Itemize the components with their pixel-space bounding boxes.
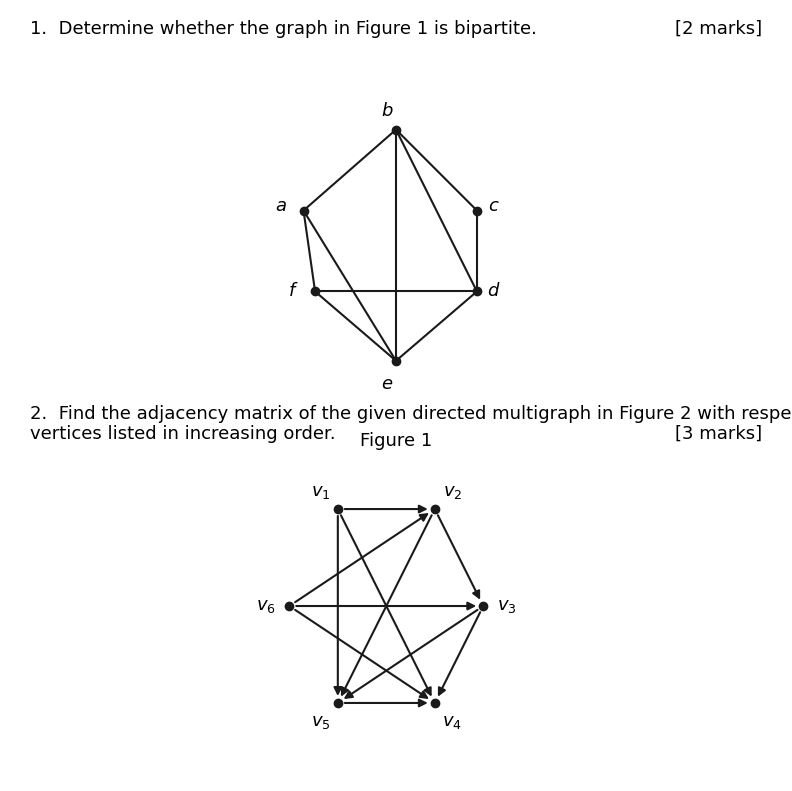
Text: $v_1$: $v_1$	[310, 483, 330, 501]
Text: $v_4$: $v_4$	[442, 713, 463, 732]
Text: [3 marks]: [3 marks]	[675, 425, 762, 443]
Text: b: b	[381, 102, 393, 120]
Text: Figure 1: Figure 1	[360, 432, 432, 449]
Text: f: f	[289, 282, 295, 301]
Text: vertices listed in increasing order.: vertices listed in increasing order.	[30, 425, 336, 443]
Text: d: d	[487, 282, 499, 301]
Text: [2 marks]: [2 marks]	[675, 20, 762, 38]
Text: e: e	[381, 375, 392, 393]
Text: $v_5$: $v_5$	[310, 713, 330, 732]
Text: a: a	[275, 197, 286, 215]
Text: $v_2$: $v_2$	[443, 483, 462, 501]
Text: $v_6$: $v_6$	[256, 597, 276, 615]
Text: $v_3$: $v_3$	[497, 597, 516, 615]
Text: c: c	[488, 197, 498, 215]
Text: 2.  Find the adjacency matrix of the given directed multigraph in Figure 2 with : 2. Find the adjacency matrix of the give…	[30, 405, 792, 423]
Text: 1.  Determine whether the graph in Figure 1 is bipartite.: 1. Determine whether the graph in Figure…	[30, 20, 537, 38]
